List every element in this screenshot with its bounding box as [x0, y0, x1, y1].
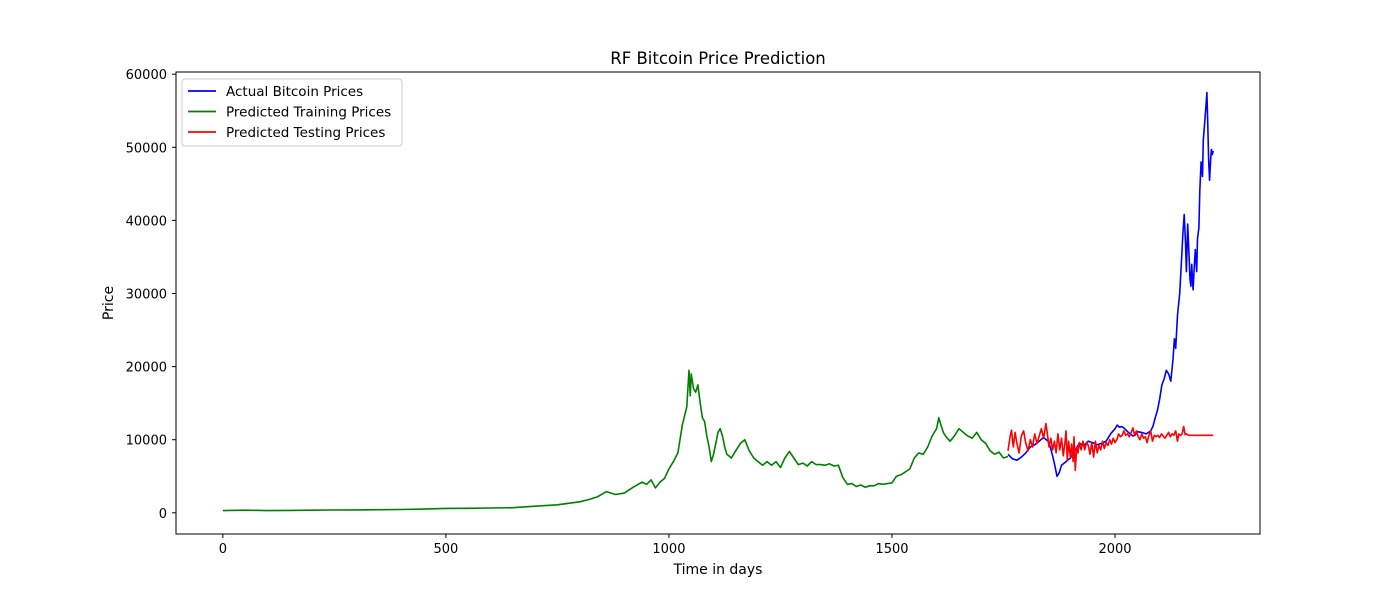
y-axis-label: Price — [101, 286, 117, 320]
x-tick-label-3: 1500 — [875, 542, 908, 557]
legend-label-1: Predicted Training Prices — [226, 105, 391, 121]
x-tick-label-0: 0 — [219, 542, 227, 557]
series-layer — [222, 91, 1214, 512]
y-tick-label-3: 30000 — [126, 287, 167, 302]
y-tick-label-1: 10000 — [126, 434, 167, 449]
x-tick-label-1: 500 — [433, 542, 458, 557]
y-axis-ticks: 0 10000 20000 30000 40000 50000 60000 — [126, 68, 176, 522]
plot-frame — [175, 71, 1261, 535]
y-tick-label-4: 40000 — [126, 214, 167, 229]
series-line-1 — [222, 369, 1009, 512]
y-tick-label-5: 50000 — [126, 141, 167, 156]
y-tick-label-2: 20000 — [126, 361, 167, 376]
x-tick-label-2: 1000 — [652, 542, 685, 557]
legend-label-0: Actual Bitcoin Prices — [226, 84, 363, 100]
legend-box — [181, 78, 403, 147]
x-tick-label-4: 2000 — [1098, 542, 1131, 557]
x-axis-ticks: 0 500 1000 1500 2000 — [219, 534, 1132, 557]
legend: Actual Bitcoin Prices Predicted Training … — [181, 78, 403, 147]
y-tick-label-6: 60000 — [126, 68, 167, 83]
series-line-0 — [1007, 91, 1214, 478]
y-tick-label-0: 0 — [159, 507, 167, 522]
chart-title: RF Bitcoin Price Prediction — [610, 49, 826, 68]
legend-label-2: Predicted Testing Prices — [226, 125, 385, 141]
series-line-2 — [1007, 422, 1214, 472]
x-axis-label: Time in days — [673, 562, 763, 578]
